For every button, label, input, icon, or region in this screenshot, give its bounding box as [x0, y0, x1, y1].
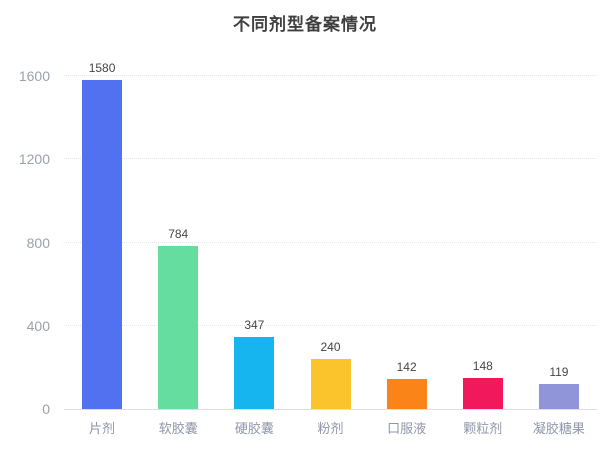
plot-area: 1580 片剂 784 软胶囊 347 硬胶囊 240 粉剂 142 口服液 148 颗粒剂 119 凝胶…: [64, 61, 597, 436]
x-axis-label-颗粒剂: 颗粒剂: [463, 421, 503, 436]
gridline-y-800: [64, 241, 597, 243]
bar-value-label: 1580: [88, 61, 116, 75]
gridline-y-400: [64, 324, 597, 326]
y-axis-tick-label: 800: [26, 234, 50, 251]
y-axis-tick-label: 1200: [18, 151, 50, 168]
x-axis-label-软胶囊: 软胶囊: [158, 421, 198, 436]
bar-value-label: 347: [244, 318, 265, 332]
bar-value-label: 784: [168, 227, 189, 241]
x-axis-label-凝胶糖果: 凝胶糖果: [532, 421, 585, 436]
y-axis-tick-label: 400: [26, 317, 50, 334]
bar-value-label: 240: [320, 340, 341, 354]
x-axis-label-口服液: 口服液: [387, 421, 427, 436]
gridline-y-1200: [64, 158, 597, 160]
bar-软胶囊: 784: [158, 227, 199, 409]
y-axis-tick-label: 0: [42, 401, 50, 417]
gridline-y-1600: [64, 75, 597, 76]
chart-title: 不同剂型备案情况: [233, 15, 377, 34]
x-axis-label-片剂: 片剂: [89, 421, 116, 436]
bar-value-label: 119: [549, 365, 569, 379]
y-axis-tick-label: 1600: [18, 68, 50, 84]
bar-凝胶糖果: 119: [538, 365, 579, 409]
bar-颗粒剂: 148: [462, 359, 503, 409]
bar-硬胶囊: 347: [234, 318, 275, 409]
bar-value-label: 148: [472, 359, 493, 373]
x-axis-label-硬胶囊: 硬胶囊: [234, 421, 274, 436]
bar-value-label: 142: [396, 360, 417, 374]
bar-粉剂: 240: [310, 340, 351, 409]
bar-片剂: 1580: [82, 61, 123, 409]
x-axis-label-粉剂: 粉剂: [317, 421, 344, 436]
bar-口服液: 142: [386, 360, 427, 409]
